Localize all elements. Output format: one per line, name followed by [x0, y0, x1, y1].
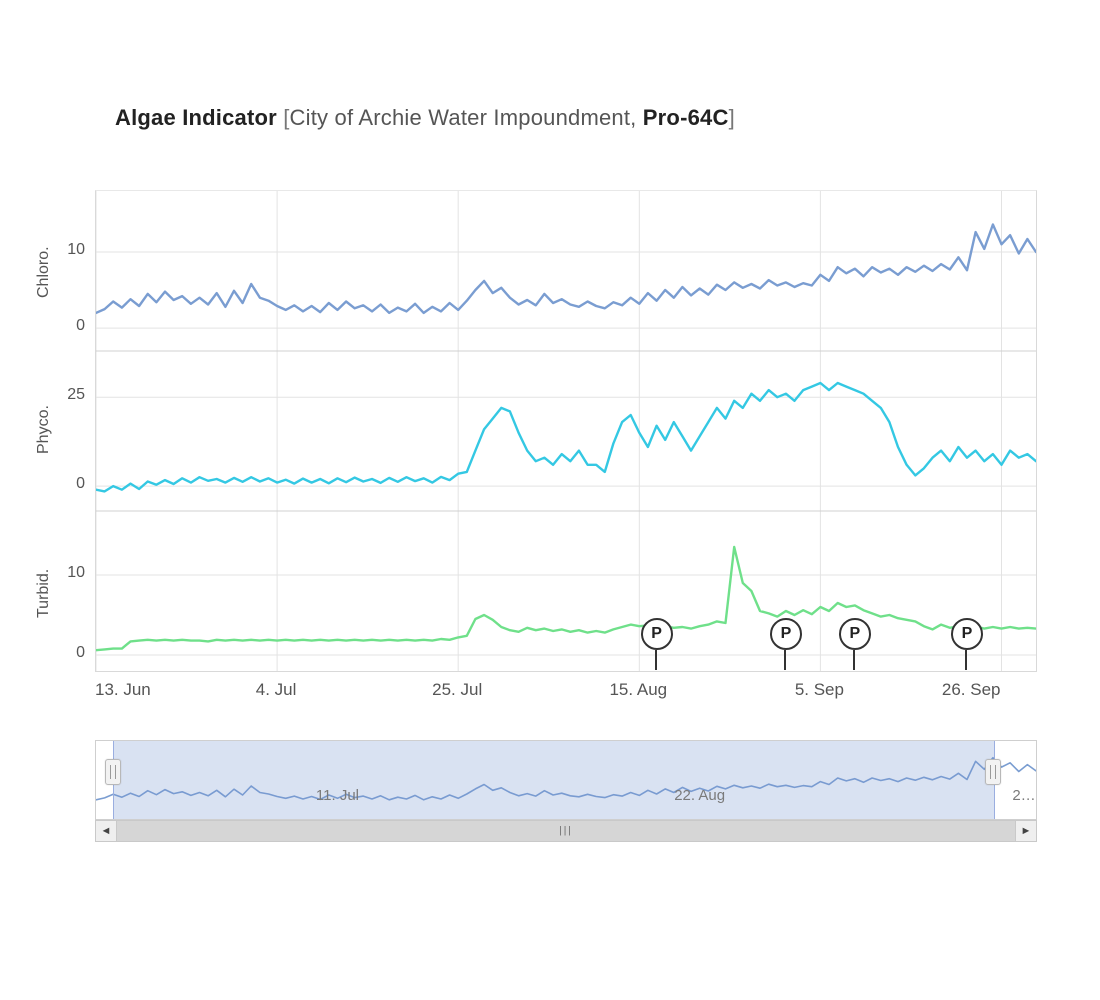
x-tick: 15. Aug — [609, 680, 667, 700]
y-tick: 0 — [25, 475, 85, 493]
horizontal-scrollbar[interactable]: ◄ ||| ► — [95, 820, 1037, 842]
event-marker[interactable]: P — [770, 618, 800, 670]
y-axis-label-phyco: Phyco. — [35, 405, 53, 454]
scroll-left-button[interactable]: ◄ — [96, 821, 117, 841]
scroll-track[interactable]: ||| — [117, 821, 1015, 841]
event-marker-stem — [965, 650, 967, 670]
range-navigator[interactable]: 11. Jul 22. Aug 2… — [95, 740, 1037, 820]
y-tick: 25 — [25, 386, 85, 404]
x-tick: 25. Jul — [432, 680, 482, 700]
x-tick: 4. Jul — [256, 680, 297, 700]
title-code: Pro-64C — [643, 105, 729, 130]
navigator-handle-right[interactable] — [985, 759, 1001, 785]
event-marker[interactable]: P — [641, 618, 671, 670]
navigator-handle-left[interactable] — [105, 759, 121, 785]
event-marker-stem — [853, 650, 855, 670]
y-tick: 10 — [25, 564, 85, 582]
event-marker[interactable]: P — [951, 618, 981, 670]
scroll-right-button[interactable]: ► — [1015, 821, 1036, 841]
chart-plot-area[interactable] — [95, 190, 1037, 672]
title-bracket-close: ] — [729, 105, 735, 130]
event-marker-label: P — [839, 618, 871, 650]
x-tick: 5. Sep — [795, 680, 844, 700]
event-marker-label: P — [770, 618, 802, 650]
title-main: Algae Indicator — [115, 105, 277, 130]
chart-title: Algae Indicator [City of Archie Water Im… — [115, 105, 735, 131]
x-tick: 26. Sep — [942, 680, 1001, 700]
y-tick: 10 — [25, 241, 85, 259]
navigator-tick: 22. Aug — [674, 787, 725, 804]
y-tick: 0 — [25, 644, 85, 662]
navigator-tick: 2… — [1012, 787, 1035, 804]
navigator-selection[interactable] — [113, 741, 995, 819]
scroll-grip-icon: ||| — [559, 826, 573, 837]
x-tick: 13. Jun — [95, 680, 151, 700]
title-bracket-open: [ — [277, 105, 290, 130]
title-desc: City of Archie Water Impoundment, — [290, 105, 643, 130]
x-axis-ticks: 13. Jun 4. Jul 25. Jul 15. Aug 5. Sep 26. Sep — [95, 680, 1035, 704]
page: Algae Indicator [City of Archie Water Im… — [0, 0, 1100, 1000]
y-tick: 0 — [25, 317, 85, 335]
event-marker-stem — [655, 650, 657, 670]
event-marker-stem — [784, 650, 786, 670]
event-marker-label: P — [641, 618, 673, 650]
navigator-tick: 11. Jul — [316, 787, 359, 804]
event-marker-label: P — [951, 618, 983, 650]
event-marker[interactable]: P — [839, 618, 869, 670]
